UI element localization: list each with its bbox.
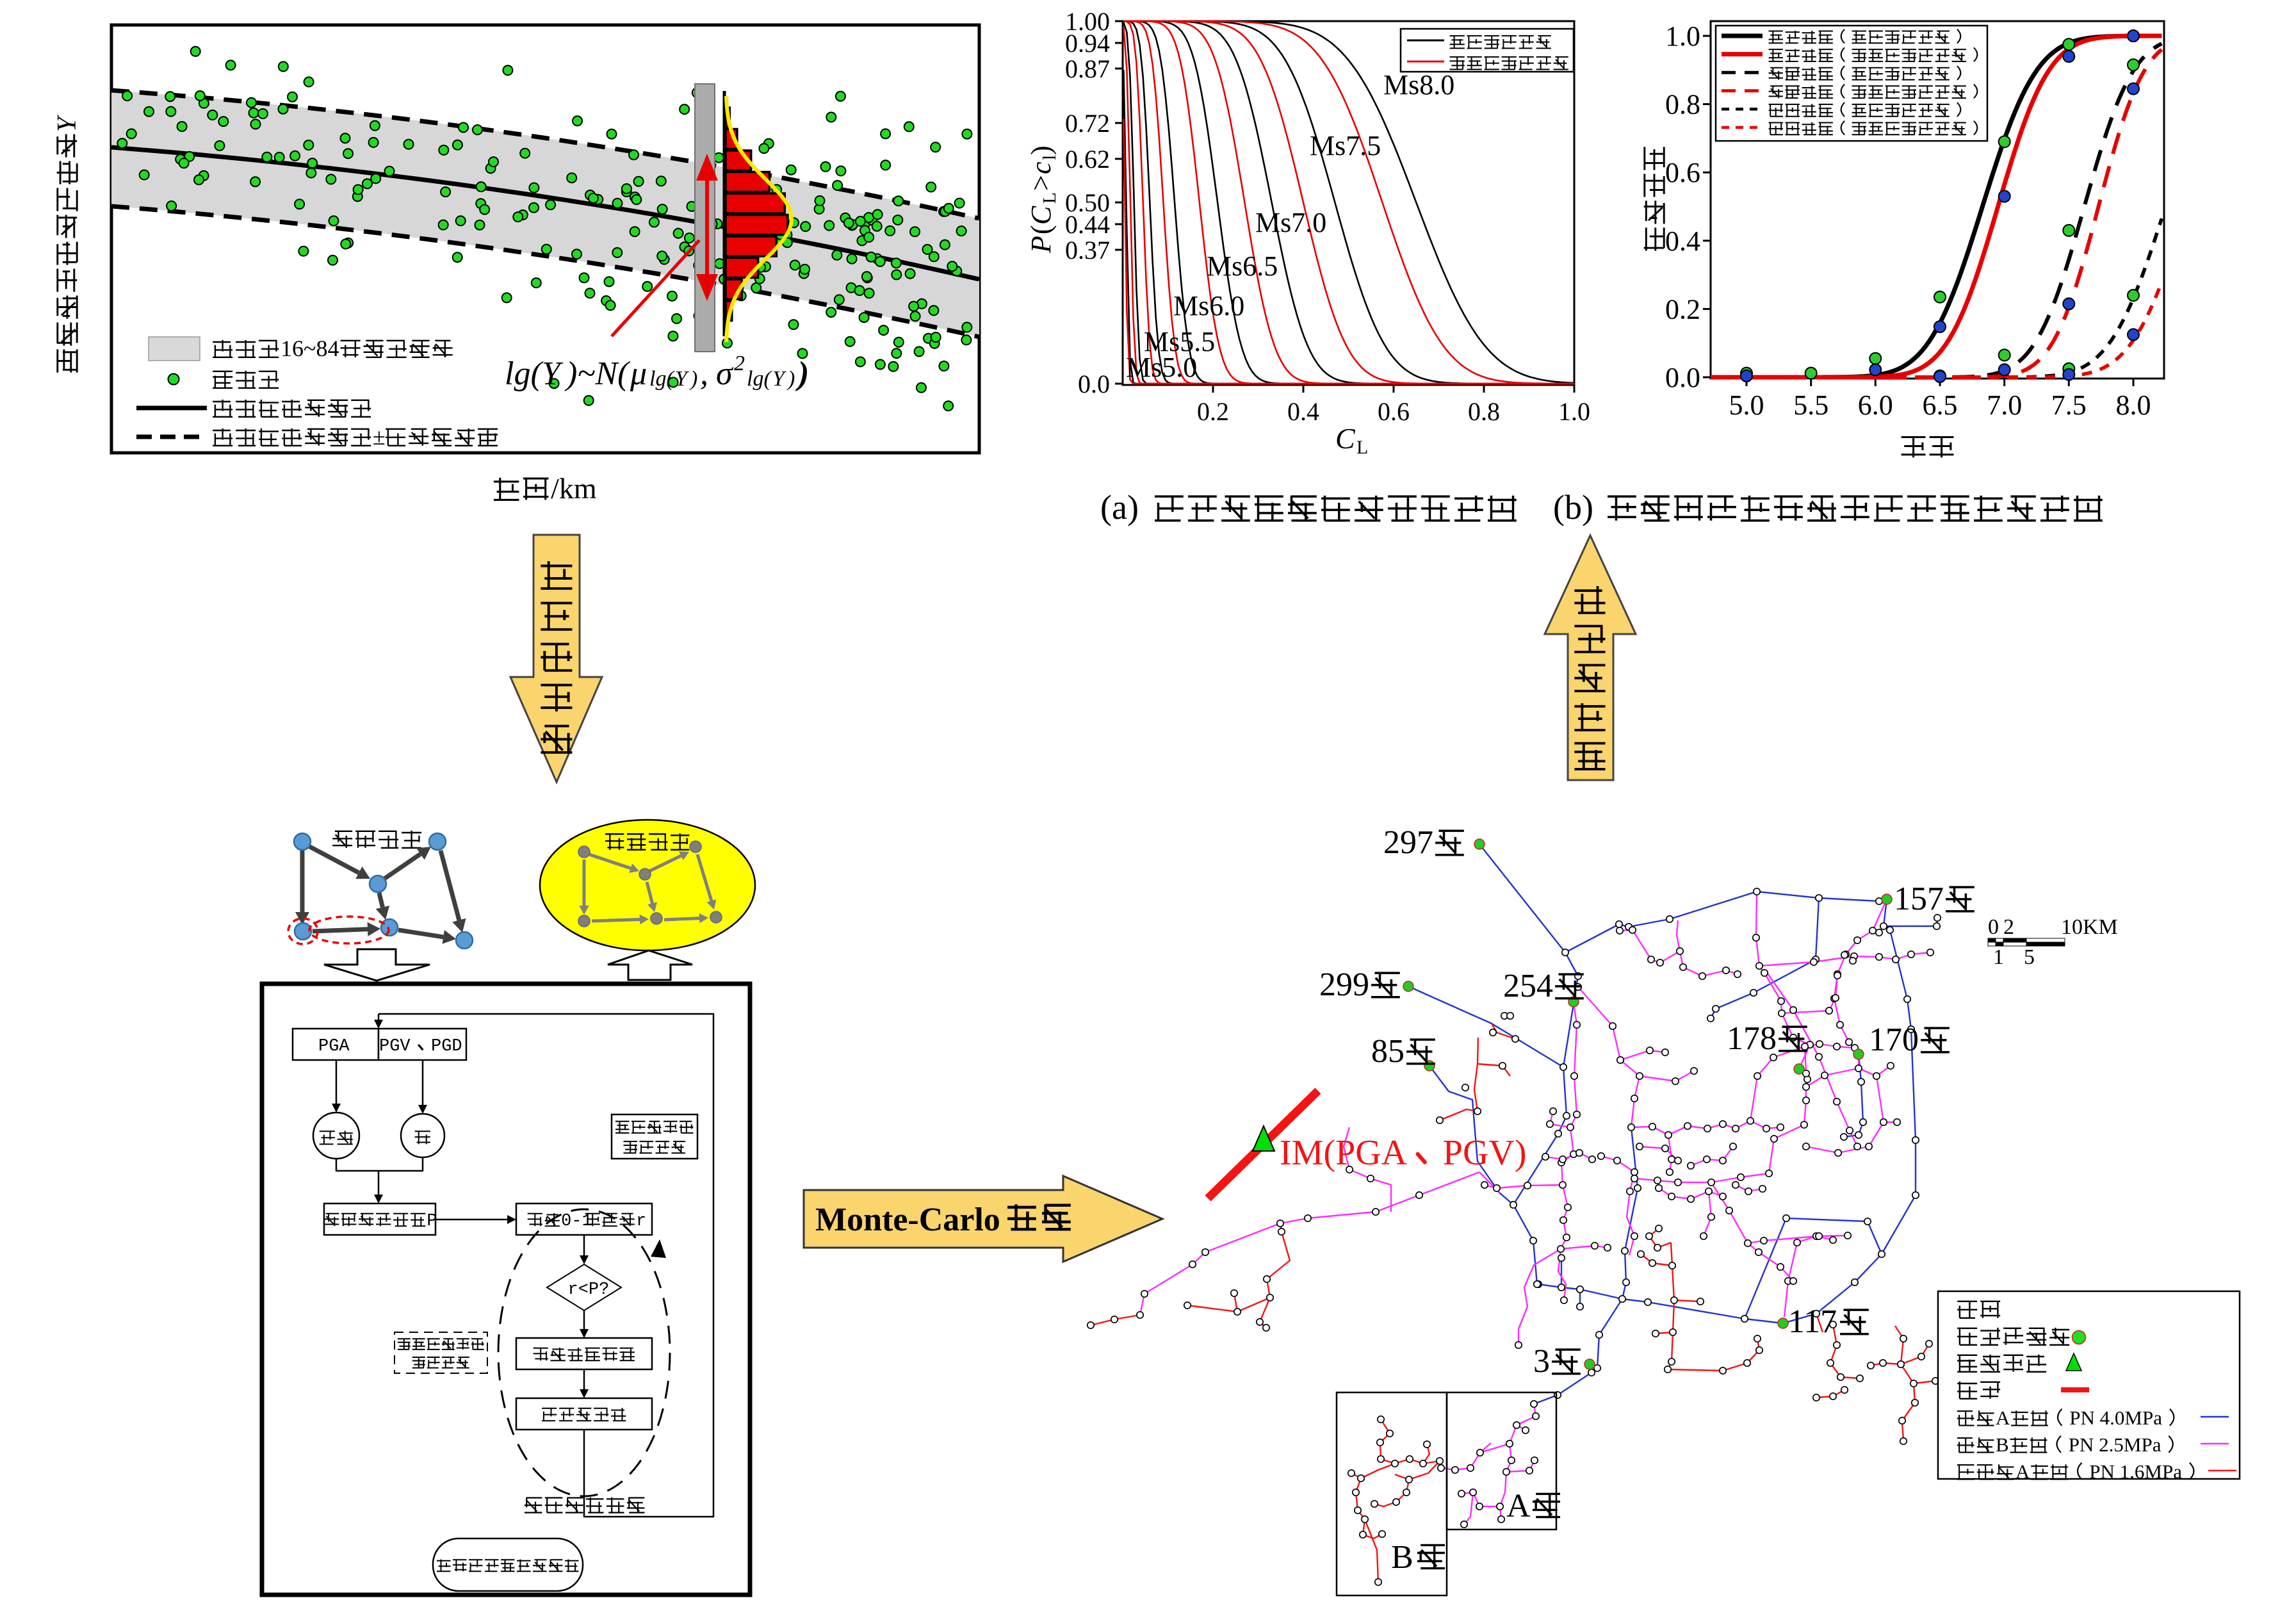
svg-text:lg(: lg( bbox=[505, 355, 543, 392]
svg-text:PGV: PGV bbox=[379, 1037, 411, 1056]
svg-text:l: l bbox=[1039, 155, 1060, 160]
svg-text:Ms6.5: Ms6.5 bbox=[1207, 250, 1278, 282]
svg-text:r: r bbox=[636, 1212, 646, 1231]
svg-text:A: A bbox=[1506, 1488, 1531, 1524]
svg-text:0.2: 0.2 bbox=[1197, 397, 1229, 426]
svg-text:PGV): PGV) bbox=[1443, 1133, 1527, 1173]
svg-text:0.6: 0.6 bbox=[1378, 397, 1410, 426]
svg-text:0.0: 0.0 bbox=[1665, 362, 1700, 393]
svg-text:): ) bbox=[689, 367, 697, 391]
svg-text:Monte-Carlo: Monte-Carlo bbox=[815, 1202, 1000, 1238]
svg-text:(b): (b) bbox=[1553, 488, 1602, 526]
svg-text:(: ( bbox=[1025, 225, 1057, 234]
svg-text:16~84: 16~84 bbox=[281, 336, 339, 361]
svg-text:170: 170 bbox=[1869, 1022, 1919, 1058]
svg-text:PGD: PGD bbox=[431, 1037, 462, 1056]
svg-text:0.4: 0.4 bbox=[1287, 397, 1319, 426]
svg-text:lg(: lg( bbox=[747, 367, 772, 391]
svg-text:0.72: 0.72 bbox=[1065, 109, 1110, 138]
svg-text:0-1: 0-1 bbox=[561, 1212, 592, 1231]
svg-text:7.5: 7.5 bbox=[2051, 389, 2087, 421]
svg-text:B: B bbox=[1996, 1433, 2009, 1456]
svg-text:P: P bbox=[427, 1212, 437, 1231]
svg-text:0.2: 0.2 bbox=[1665, 293, 1700, 325]
svg-text:c: c bbox=[1025, 161, 1057, 174]
svg-text:254: 254 bbox=[1503, 968, 1553, 1004]
svg-text:10KM: 10KM bbox=[2061, 915, 2118, 939]
svg-text:μ: μ bbox=[630, 355, 647, 392]
svg-text:r<P?: r<P? bbox=[568, 1280, 610, 1300]
svg-text:1: 1 bbox=[1993, 945, 2004, 969]
svg-text:L: L bbox=[1356, 437, 1368, 458]
svg-text:6.5: 6.5 bbox=[1923, 389, 1958, 421]
svg-text:Y: Y bbox=[53, 114, 82, 132]
svg-text:L: L bbox=[1039, 192, 1060, 204]
svg-text:Ms5.5: Ms5.5 bbox=[1144, 326, 1215, 357]
svg-text:0.4: 0.4 bbox=[1665, 225, 1700, 257]
svg-text:0.0: 0.0 bbox=[1078, 370, 1110, 398]
svg-text:)~N(: )~N( bbox=[564, 355, 630, 392]
svg-text:A: A bbox=[1996, 1407, 2010, 1429]
svg-text:0.44: 0.44 bbox=[1065, 210, 1110, 239]
svg-text:1.0: 1.0 bbox=[1665, 20, 1700, 52]
svg-text:1.00: 1.00 bbox=[1065, 7, 1110, 36]
svg-text:±: ± bbox=[373, 424, 386, 450]
svg-text:0.37: 0.37 bbox=[1065, 236, 1110, 265]
svg-text:0.8: 0.8 bbox=[1468, 397, 1500, 426]
svg-text:Ms5.0: Ms5.0 bbox=[1126, 352, 1197, 383]
svg-text:2: 2 bbox=[734, 352, 745, 375]
svg-text:): ) bbox=[795, 355, 809, 392]
svg-text:0.62: 0.62 bbox=[1065, 145, 1110, 174]
svg-text:): ) bbox=[1025, 145, 1057, 155]
svg-text:PN 2.5MPa: PN 2.5MPa bbox=[2069, 1433, 2162, 1456]
svg-text:6.0: 6.0 bbox=[1858, 389, 1893, 421]
svg-text:157: 157 bbox=[1894, 881, 1944, 917]
svg-text:Ms7.0: Ms7.0 bbox=[1255, 207, 1326, 238]
svg-text:Ms7.5: Ms7.5 bbox=[1310, 130, 1381, 161]
svg-text:C: C bbox=[1025, 206, 1057, 225]
svg-text:lg(: lg( bbox=[649, 367, 675, 391]
svg-text:5.0: 5.0 bbox=[1729, 389, 1764, 421]
svg-text:(a): (a) bbox=[1100, 488, 1147, 526]
svg-text:297: 297 bbox=[1383, 824, 1433, 861]
svg-text:Y: Y bbox=[675, 367, 689, 391]
svg-text:0.87: 0.87 bbox=[1065, 54, 1110, 83]
svg-text:5: 5 bbox=[2024, 945, 2035, 969]
svg-text:C: C bbox=[1335, 422, 1356, 455]
svg-text:/km: /km bbox=[551, 472, 597, 505]
svg-text:0: 0 bbox=[1988, 915, 1999, 939]
svg-text:B: B bbox=[1391, 1539, 1413, 1576]
svg-text:PGA: PGA bbox=[318, 1037, 350, 1056]
svg-text:1.0: 1.0 bbox=[1558, 397, 1590, 426]
svg-text:A: A bbox=[2015, 1460, 2030, 1483]
svg-text:σ: σ bbox=[716, 355, 734, 392]
svg-text:,: , bbox=[700, 355, 717, 392]
svg-text:8.0: 8.0 bbox=[2116, 389, 2151, 421]
svg-text:P: P bbox=[1025, 236, 1057, 254]
svg-text:3: 3 bbox=[1533, 1343, 1550, 1380]
svg-text:Y: Y bbox=[542, 355, 564, 392]
svg-text:0.94: 0.94 bbox=[1065, 29, 1110, 58]
svg-text:PN 4.0MPa: PN 4.0MPa bbox=[2069, 1407, 2162, 1429]
svg-text:): ) bbox=[786, 367, 795, 391]
svg-text:>: > bbox=[1025, 175, 1057, 191]
svg-text:117: 117 bbox=[1788, 1303, 1837, 1340]
svg-text:Y: Y bbox=[772, 367, 786, 391]
svg-text:0.6: 0.6 bbox=[1665, 157, 1700, 188]
svg-text:2: 2 bbox=[2003, 915, 2014, 939]
svg-text:IM(PGA: IM(PGA bbox=[1280, 1133, 1408, 1173]
svg-text:178: 178 bbox=[1727, 1020, 1777, 1057]
svg-text:299: 299 bbox=[1319, 967, 1369, 1003]
svg-text:PN 1.6MPa: PN 1.6MPa bbox=[2089, 1460, 2182, 1483]
svg-text:5.5: 5.5 bbox=[1793, 389, 1828, 421]
svg-text:Ms8.0: Ms8.0 bbox=[1383, 69, 1454, 101]
svg-text:85: 85 bbox=[1371, 1033, 1404, 1070]
svg-text:0.50: 0.50 bbox=[1065, 188, 1110, 217]
svg-text:0.8: 0.8 bbox=[1665, 89, 1700, 120]
svg-text:7.0: 7.0 bbox=[1987, 389, 2022, 421]
svg-text:Ms6.0: Ms6.0 bbox=[1173, 290, 1244, 322]
